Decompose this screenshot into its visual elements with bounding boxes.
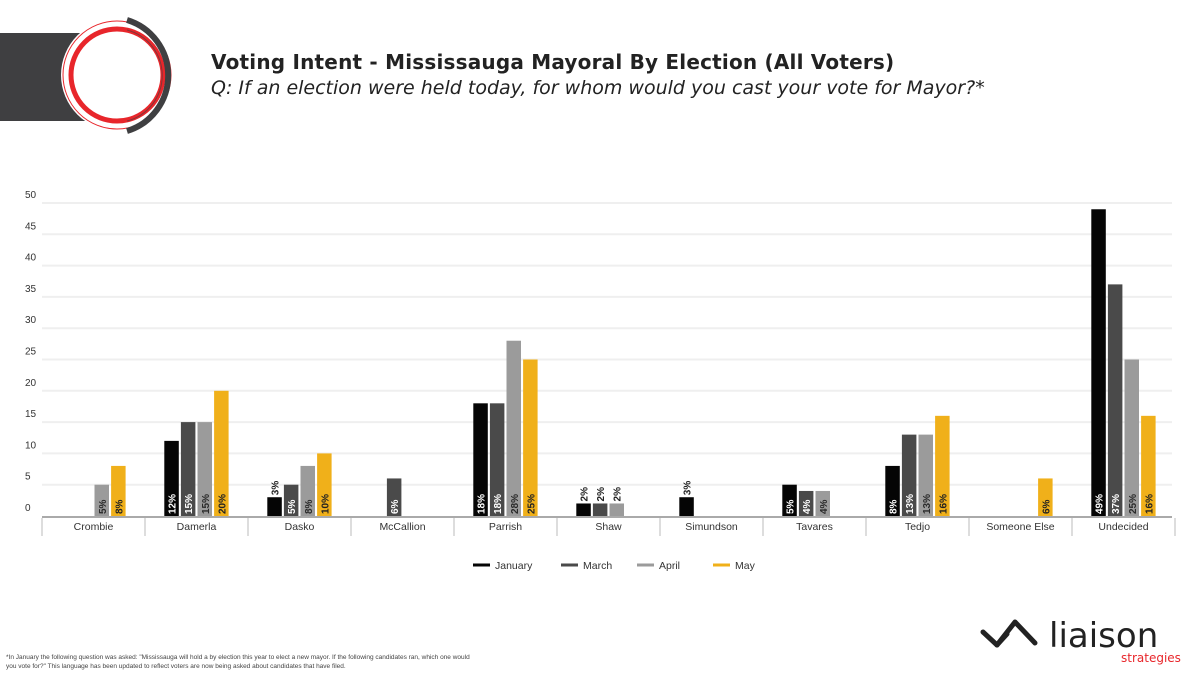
bar-march [592,503,608,516]
data-label: 2% [613,487,624,502]
brand-name: liaison [1049,616,1158,656]
bar-march [1107,284,1123,516]
bar-may [935,415,950,516]
data-label: 20% [217,494,228,514]
bar-april [197,422,212,516]
data-label: 3% [271,481,282,496]
data-label: 2% [580,487,591,502]
data-label: 2% [596,487,607,502]
category-label: Dasko [285,521,315,533]
data-label: 8% [889,499,900,514]
bar-january [679,497,694,516]
data-label: 8% [114,499,125,514]
data-label: 15% [184,494,195,514]
y-tick-label: 40 [25,253,37,264]
liaison-strategies-logo: liaison strategies [980,616,1181,665]
y-tick-label: 10 [25,440,37,451]
data-label: 8% [304,499,315,514]
category-label: Tavares [796,521,833,533]
data-label: 6% [390,499,401,514]
bar-january [164,440,179,516]
data-label: 25% [526,494,537,514]
bar-april [300,465,315,516]
y-tick-label: 35 [25,284,37,295]
category-label: McCallion [379,521,425,533]
data-label: 13% [922,494,933,514]
bar-march [283,484,299,516]
category-label: Damerla [177,521,217,533]
data-label: 37% [1111,494,1122,514]
bar-march [798,490,814,516]
bar-may [523,359,538,516]
bar-april [506,340,521,516]
data-label: 5% [98,499,109,514]
data-label: 3% [683,481,694,496]
bar-may [111,465,126,516]
category-label: Someone Else [986,521,1054,533]
y-tick-label: 20 [25,378,37,389]
legend-label: January [495,560,533,572]
bar-march [180,422,196,516]
bar-may [317,453,332,516]
category-label: Undecided [1098,521,1148,533]
bar-april [1124,359,1139,516]
bar-january [1091,209,1106,516]
legend-label: March [583,560,612,572]
footnote: *In January the following question was a… [6,654,470,670]
data-label: 15% [201,494,212,514]
data-label: 13% [905,494,916,514]
category-label: Crombie [74,521,114,533]
data-label: 12% [168,494,179,514]
y-tick-label: 15 [25,409,37,420]
legend-label: May [735,560,756,572]
chart-title: Voting Intent - Mississauga Mayoral By E… [211,50,895,74]
data-label: 16% [938,494,949,514]
y-tick-label: 30 [25,315,37,326]
category-label: Tedjo [905,521,930,533]
data-label: 6% [1041,499,1052,514]
bar-may [214,390,229,516]
bar-march [386,478,402,516]
y-tick-label: 50 [25,190,37,201]
bar-april [94,484,109,516]
data-label: 5% [287,499,298,514]
category-label: Parrish [489,521,522,533]
legend-label: April [659,560,680,572]
data-label: 18% [477,494,488,514]
data-label: 18% [493,494,504,514]
chart-subtitle: Q: If an election were held today, for w… [211,77,985,99]
bar-january [885,465,900,516]
bar-may [1038,478,1053,516]
bar-april [815,490,830,516]
category-label: Simundson [685,521,738,533]
bar-april [918,434,933,516]
bar-january [782,484,797,516]
bar-january [576,503,591,516]
data-label: 4% [802,499,813,514]
bar-march [489,403,505,516]
brand-tagline: strategies [1121,651,1181,665]
y-tick-label: 0 [25,503,31,514]
bar-april [609,503,624,516]
data-label: 49% [1095,494,1106,514]
y-tick-label: 25 [25,347,37,358]
header-ring-logo [61,17,173,134]
data-label: 4% [819,499,830,514]
y-tick-label: 45 [25,221,37,232]
bar-chart: 0 5 10 15 20 25 30 35 40 45 50 Crombie Damerla Dasko M… [25,190,1176,572]
bar-january [473,403,488,516]
category-label: Shaw [595,521,622,533]
y-tick-label: 5 [25,472,31,483]
data-label: 5% [786,499,797,514]
data-label: 25% [1128,494,1139,514]
bar-march [901,434,917,516]
bar-may [1141,415,1156,516]
data-label: 10% [320,494,331,514]
bar-january [267,497,282,516]
data-label: 16% [1144,494,1155,514]
data-label: 28% [510,494,521,514]
